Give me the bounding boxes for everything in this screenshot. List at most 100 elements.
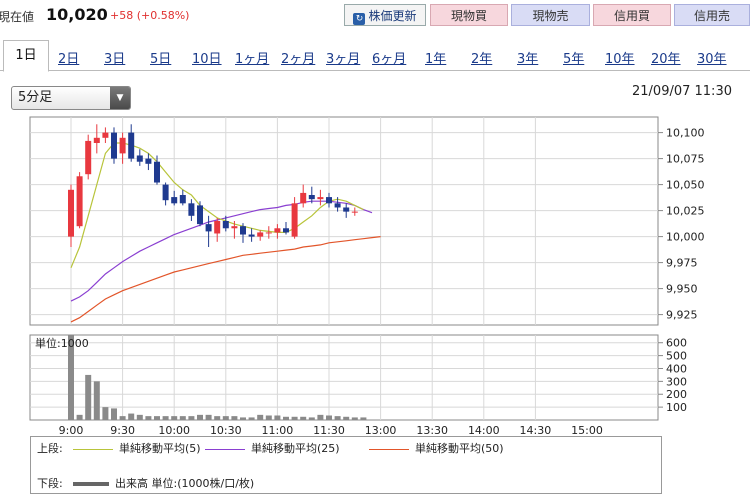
tab-3d[interactable]: 3日 [104,52,126,67]
candle-body [111,132,117,159]
volume-bar [240,417,246,420]
price-tick-label: 10,075 [666,153,705,166]
volume-bar [119,416,126,420]
legend-upper-label: 上段: [37,442,63,455]
volume-bar [162,416,169,420]
candle-body [205,224,212,232]
price-tick-label: 9,975 [666,257,698,270]
candle-body [162,184,169,201]
candle-body [231,226,238,229]
volume-bar [111,408,117,420]
top-bar: 現在値 10,020 +58 (+0.58%) ↻ 株価更新 現物買 現物売 信用… [0,0,750,32]
candle-body [300,192,307,204]
period-tabs: 1日 2日 3日 5日 10日 1ヶ月 2ヶ月 3ヶ月 6ヶ月 1年 2年 3年… [0,40,750,72]
tab-3m[interactable]: 3ヶ月 [326,52,361,67]
tab-1y[interactable]: 1年 [425,52,447,67]
volume-bar [334,416,341,420]
legend-ma50: 単純移動平均(50) [369,440,504,456]
volume-bar [265,415,272,420]
tab-5d[interactable]: 5日 [150,52,172,67]
chart-timestamp: 21/09/07 11:30 [632,84,732,99]
candle-body [334,203,341,208]
candle-body [188,203,195,216]
volume-bar [343,416,350,420]
spot-sell-button[interactable]: 現物売 [511,4,590,26]
price-change: +58 (+0.58%) [110,9,190,22]
time-axis-label: 13:30 [416,424,448,437]
volume-bar [85,374,92,420]
tab-6m[interactable]: 6ヶ月 [372,52,407,67]
volume-tick-label: 300 [666,375,687,388]
legend-ma5: 単純移動平均(5) [73,440,201,456]
price-tick-label: 10,025 [666,205,705,218]
volume-bar [76,414,83,420]
candle-body [317,197,324,200]
candle-body [76,176,83,227]
price-tick-label: 9,925 [666,309,698,322]
volume-bar [351,417,358,420]
volume-bar [222,416,229,420]
ma50-swatch [369,448,409,450]
candle-body [154,161,160,183]
volume-bar [326,415,332,420]
time-axis-label: 15:00 [571,424,603,437]
tab-10d[interactable]: 10日 [192,52,222,67]
legend-ma5-label: 単純移動平均(5) [119,442,201,455]
interval-select[interactable]: 5分足 ▼ [11,86,131,110]
tab-20y[interactable]: 20年 [651,52,681,67]
volume-bar [248,417,255,420]
candle-body [248,234,255,237]
tab-1d[interactable]: 1日 [3,40,49,72]
candle-body [308,195,315,200]
margin-sell-button[interactable]: 信用売 [674,4,750,26]
volume-bar [300,416,307,420]
tab-2y[interactable]: 2年 [471,52,493,67]
volume-bar [68,335,74,420]
tab-2m[interactable]: 2ヶ月 [281,52,316,67]
volume-bar [145,416,152,420]
spot-buy-button[interactable]: 現物買 [430,4,508,26]
volume-bar [308,417,315,420]
candle-body [326,197,332,204]
legend-lower-label: 下段: [37,477,63,490]
margin-buy-button[interactable]: 信用買 [593,4,671,26]
tab-2d[interactable]: 2日 [58,52,80,67]
volume-bar [283,416,289,420]
volume-bar [274,415,281,420]
volume-unit-label: 単位:1000 [35,336,89,350]
tab-3y[interactable]: 3年 [517,52,539,67]
volume-tick-label: 100 [666,401,687,414]
legend-ma25-label: 単純移動平均(25) [251,442,340,455]
volume-bar [205,414,212,420]
candle-body [128,132,135,159]
time-axis-label: 14:30 [520,424,552,437]
update-price-label: 株価更新 [368,9,417,23]
price-tick-label: 10,050 [666,179,705,192]
price-panel-frame [29,116,659,326]
legend-volume: 出来高 単位:(1000株/口/枚) [73,475,254,491]
legend-volume-label: 出来高 単位:(1000株/口/枚) [115,477,255,490]
update-price-button[interactable]: ↻ 株価更新 [344,4,426,26]
candle-body [102,132,109,138]
tab-5y[interactable]: 5年 [563,52,585,67]
volume-bar [360,417,367,420]
candle-body [171,197,178,204]
time-axis-label: 10:30 [210,424,242,437]
ma5-swatch [73,448,113,450]
volume-bar [317,414,324,420]
candle-body [240,226,246,235]
tab-30y[interactable]: 30年 [697,52,727,67]
ma50-line [70,236,381,323]
candle-body [197,205,203,225]
time-axis-label: 13:00 [365,424,397,437]
candle-body [93,137,100,143]
tab-1m[interactable]: 1ヶ月 [235,52,270,67]
price-tick-label: 10,100 [666,127,705,140]
candle-body [257,232,264,237]
current-price-value: 10,020 [46,5,108,24]
candle-body [265,232,272,234]
tab-10y[interactable]: 10年 [605,52,635,67]
ma5-line [70,142,364,269]
candle-body [179,195,186,204]
